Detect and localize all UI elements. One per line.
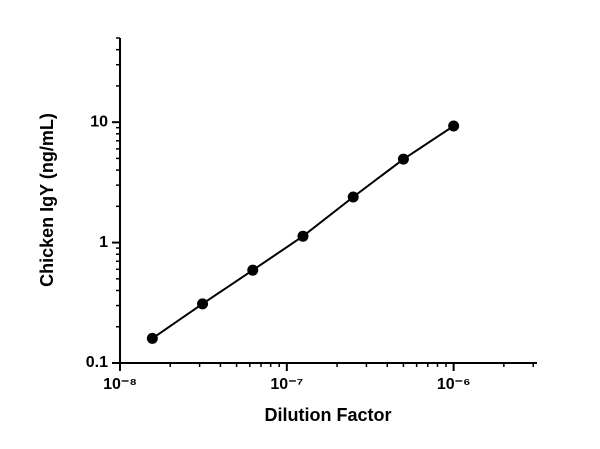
y-axis-title: Chicken IgY (ng/mL) <box>37 113 57 287</box>
point <box>448 120 460 132</box>
point <box>347 191 359 203</box>
y-tick-label: 10 <box>90 113 108 130</box>
y-tick-label: 0.1 <box>86 354 108 371</box>
point <box>397 153 409 165</box>
y-tick-label: 1 <box>99 234 108 251</box>
point <box>146 332 158 344</box>
x-axis-title: Dilution Factor <box>265 405 392 425</box>
point <box>297 230 309 242</box>
point <box>247 264 259 276</box>
x-tick-label: 10⁻⁸ <box>103 376 137 393</box>
x-tick-label: 10⁻⁷ <box>270 376 303 393</box>
x-tick-label: 10⁻⁶ <box>437 376 471 393</box>
point <box>197 298 209 310</box>
